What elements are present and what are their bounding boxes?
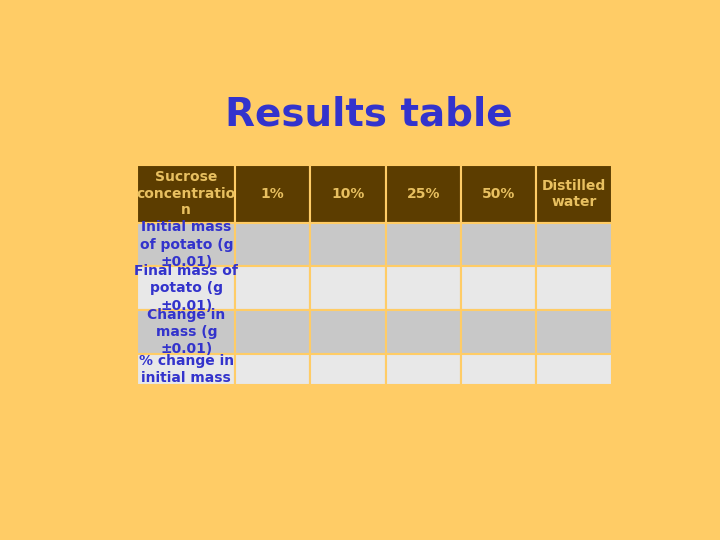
Text: 25%: 25% xyxy=(407,187,440,201)
Bar xyxy=(536,223,612,266)
Text: % change in
initial mass: % change in initial mass xyxy=(139,354,234,385)
Bar xyxy=(235,266,310,310)
Bar xyxy=(138,354,235,385)
Bar xyxy=(536,165,612,223)
Bar xyxy=(386,354,461,385)
Bar xyxy=(536,266,612,310)
Bar xyxy=(138,223,235,266)
Bar xyxy=(461,165,536,223)
Text: Distilled
water: Distilled water xyxy=(542,179,606,209)
Bar xyxy=(138,310,235,354)
Bar xyxy=(461,266,536,310)
Bar xyxy=(386,266,461,310)
Bar xyxy=(386,165,461,223)
Text: Initial mass
of potato (g
±0.01): Initial mass of potato (g ±0.01) xyxy=(140,220,233,269)
Bar xyxy=(138,165,235,223)
Bar xyxy=(235,165,310,223)
Text: 1%: 1% xyxy=(261,187,284,201)
Bar xyxy=(386,310,461,354)
Bar xyxy=(536,310,612,354)
Bar xyxy=(310,266,386,310)
Bar xyxy=(461,354,536,385)
Bar xyxy=(235,354,310,385)
Bar xyxy=(386,223,461,266)
Bar xyxy=(536,354,612,385)
Bar xyxy=(235,310,310,354)
Bar xyxy=(461,310,536,354)
Text: Change in
mass (g
±0.01): Change in mass (g ±0.01) xyxy=(147,308,225,356)
Bar xyxy=(138,266,235,310)
Text: Results table: Results table xyxy=(225,96,513,134)
Text: 50%: 50% xyxy=(482,187,516,201)
Text: 10%: 10% xyxy=(331,187,365,201)
Text: Sucrose
concentratio
n: Sucrose concentratio n xyxy=(137,171,236,217)
Bar xyxy=(310,223,386,266)
Bar xyxy=(310,354,386,385)
Text: Final mass of
potato (g
±0.01): Final mass of potato (g ±0.01) xyxy=(135,264,238,313)
Bar xyxy=(310,165,386,223)
Bar xyxy=(310,310,386,354)
Bar xyxy=(461,223,536,266)
Bar xyxy=(235,223,310,266)
